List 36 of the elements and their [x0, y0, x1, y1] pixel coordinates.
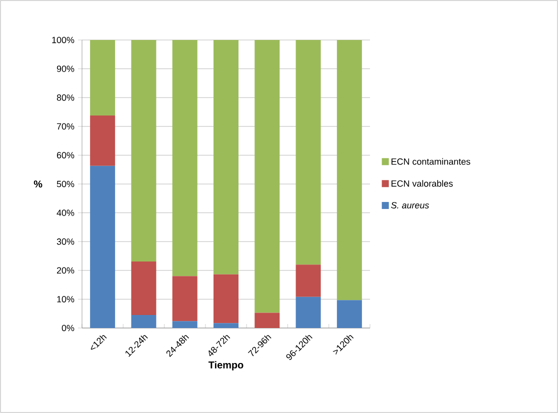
- bar: [131, 261, 156, 316]
- bar: [296, 296, 321, 328]
- legend-label: ECN contaminantes: [392, 158, 470, 165]
- bar: [90, 40, 116, 116]
- x-tick-label: <12h: [90, 335, 107, 350]
- bar: [336, 40, 362, 300]
- bar: [296, 40, 321, 265]
- y-tick-label: 50%: [56, 180, 74, 188]
- bar: [336, 300, 362, 328]
- bar: [90, 166, 116, 328]
- bar: [172, 40, 198, 276]
- y-tick-label: 40%: [56, 210, 74, 216]
- y-tick-label: 100%: [52, 36, 74, 44]
- y-tick-label: 30%: [56, 238, 74, 245]
- x-axis-title: Tiempo: [208, 361, 244, 370]
- bar: [172, 321, 198, 328]
- bar: [254, 40, 280, 313]
- bar: [214, 274, 238, 324]
- legend-label: S. aureus: [391, 202, 429, 208]
- y-tick-label: 60%: [56, 152, 74, 158]
- bar: [131, 315, 156, 328]
- bar: [254, 312, 280, 328]
- y-tick-label: 20%: [56, 267, 74, 274]
- y-tick-label: 0%: [62, 324, 74, 332]
- bar: [131, 40, 156, 262]
- bar: [214, 323, 238, 328]
- bar: [90, 115, 116, 166]
- bar: [214, 40, 238, 274]
- y-tick-label: 10%: [57, 296, 74, 302]
- bar: [172, 276, 198, 322]
- bar: [296, 264, 321, 297]
- y-tick-label: 70%: [56, 123, 74, 130]
- y-tick-label: 90%: [56, 66, 74, 72]
- legend-label: ECN valorables: [392, 180, 453, 187]
- y-tick-label: 80%: [56, 94, 74, 101]
- y-axis-title: %: [34, 180, 42, 188]
